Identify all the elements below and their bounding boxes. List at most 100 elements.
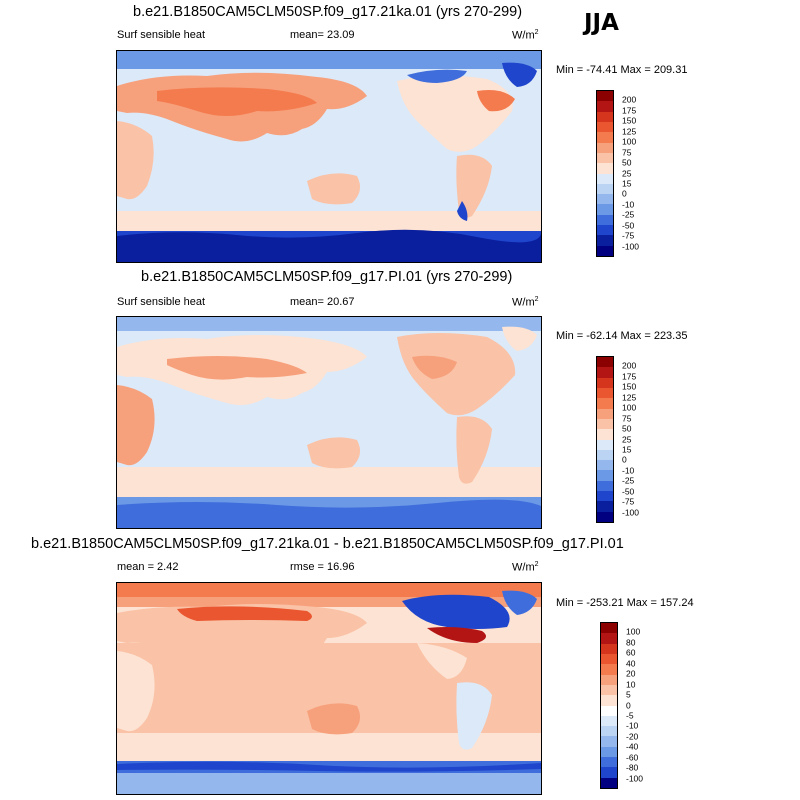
tick-label: -50 <box>622 220 635 231</box>
colorbar-swatch <box>601 757 617 768</box>
tick-label: -100 <box>622 241 640 252</box>
panel3-rmse-label: rmse = 16.96 <box>290 561 355 573</box>
panel1-title: b.e21.B1850CAM5CLM50SP.f09_g17.21ka.01 (… <box>133 4 523 20</box>
colorbar-swatch <box>597 235 613 246</box>
colorbar-swatch <box>601 767 617 778</box>
panel1-map <box>116 50 542 263</box>
colorbar-swatch <box>601 623 617 634</box>
tick-label: 50 <box>622 423 632 434</box>
tick-label: 75 <box>622 413 632 424</box>
colorbar-swatch <box>601 674 617 685</box>
colorbar-swatch <box>597 91 613 102</box>
tick-label: -25 <box>622 475 635 486</box>
tick-label: 60 <box>626 647 636 658</box>
colorbar-swatch <box>597 501 613 512</box>
tick-label: 150 <box>622 381 637 392</box>
panel2-mean-label: mean= 20.67 <box>290 296 355 308</box>
tick-label: 100 <box>622 136 637 147</box>
colorbar-swatch <box>601 664 617 675</box>
panel2-colorbar <box>596 356 614 523</box>
colorbar-swatch <box>601 726 617 737</box>
tick-label: 10 <box>626 679 636 690</box>
colorbar-swatch <box>601 777 617 788</box>
panel2-map <box>116 316 542 529</box>
colorbar-swatch <box>601 684 617 696</box>
colorbar-swatch <box>597 225 613 236</box>
tick-label: 100 <box>622 402 637 413</box>
panel2-units-label: W/m2 <box>512 296 539 309</box>
colorbar-swatch <box>597 408 613 419</box>
tick-label: 75 <box>622 147 632 158</box>
colorbar-swatch <box>597 480 613 492</box>
tick-label: -10 <box>626 720 639 731</box>
tick-label: -25 <box>622 209 635 220</box>
tick-label: 125 <box>622 126 637 137</box>
tick-label: -80 <box>626 762 639 773</box>
tick-label: 0 <box>622 188 627 199</box>
panel3-units-label: W/m2 <box>512 561 539 574</box>
tick-label: 100 <box>626 626 641 637</box>
colorbar-swatch <box>597 367 613 378</box>
colorbar-swatch <box>601 705 617 716</box>
colorbar-swatch <box>597 439 613 450</box>
tick-label: 175 <box>622 371 637 382</box>
tick-label: 40 <box>626 658 636 669</box>
season-label: JJA <box>584 10 619 36</box>
colorbar-swatch <box>597 152 613 164</box>
tick-label: 80 <box>626 637 636 648</box>
colorbar-swatch <box>597 491 613 502</box>
tick-label: 15 <box>622 178 632 189</box>
tick-label: 50 <box>622 157 632 168</box>
colorbar-swatch <box>597 377 613 388</box>
panel2-minmax-label: Min = -62.14 Max = 223.35 <box>556 330 688 342</box>
colorbar-swatch <box>601 746 617 758</box>
tick-label: -10 <box>622 465 635 476</box>
tick-label: 25 <box>622 168 632 178</box>
tick-label: -75 <box>622 496 635 507</box>
panel3-title: b.e21.B1850CAM5CLM50SP.f09_g17.21ka.01 -… <box>31 536 624 552</box>
panel3-mean-label: mean = 2.42 <box>117 561 179 573</box>
tick-label: 25 <box>622 434 632 444</box>
colorbar-swatch <box>597 101 613 112</box>
tick-label: 200 <box>622 94 637 105</box>
panel1-colorbar-ticks: 200 175 150 125 100 75 50 25 15 0 -10 -2… <box>622 90 662 257</box>
colorbar-swatch <box>601 736 617 747</box>
tick-label: -20 <box>626 731 639 742</box>
panel3-colorbar-ticks: 100 80 60 40 20 10 5 0 -5 -10 -20 -40 -6… <box>626 622 666 789</box>
colorbar-swatch <box>597 183 613 195</box>
colorbar-swatch <box>601 653 617 665</box>
panel1-minmax-label: Min = -74.41 Max = 209.31 <box>556 64 688 76</box>
colorbar-swatch <box>597 470 613 481</box>
colorbar-swatch <box>597 111 613 122</box>
colorbar-swatch <box>601 633 617 644</box>
colorbar-swatch <box>597 398 613 409</box>
panel2-title: b.e21.B1850CAM5CLM50SP.f09_g17.PI.01 (yr… <box>141 269 513 285</box>
tick-label: 5 <box>626 689 631 700</box>
tick-label: 20 <box>626 668 636 679</box>
tick-label: 0 <box>622 454 627 465</box>
panel1-variable-label: Surf sensible heat <box>117 29 206 41</box>
panel2-variable-label: Surf sensible heat <box>117 296 206 308</box>
tick-label: 15 <box>622 444 632 455</box>
colorbar-swatch <box>597 357 613 368</box>
colorbar-swatch <box>597 204 613 215</box>
colorbar-swatch <box>597 429 613 440</box>
colorbar-swatch <box>597 245 613 256</box>
tick-label: -50 <box>622 486 635 497</box>
tick-label: 125 <box>622 392 637 403</box>
colorbar-swatch <box>597 163 613 174</box>
colorbar-swatch <box>597 387 613 399</box>
panel2-colorbar-ticks: 200 175 150 125 100 75 50 25 15 0 -10 -2… <box>622 356 662 523</box>
colorbar-swatch <box>597 142 613 153</box>
panel1-mean-label: mean= 23.09 <box>290 29 355 41</box>
colorbar-swatch <box>601 715 617 727</box>
colorbar-swatch <box>601 643 617 654</box>
tick-label: -10 <box>622 199 635 210</box>
colorbar-swatch <box>597 194 613 205</box>
panel3-minmax-label: Min = -253.21 Max = 157.24 <box>556 597 694 609</box>
colorbar-swatch <box>601 695 617 706</box>
panel1-units-label: W/m2 <box>512 29 539 42</box>
panel1-colorbar <box>596 90 614 257</box>
colorbar-swatch <box>597 132 613 143</box>
tick-label: -60 <box>626 752 639 763</box>
